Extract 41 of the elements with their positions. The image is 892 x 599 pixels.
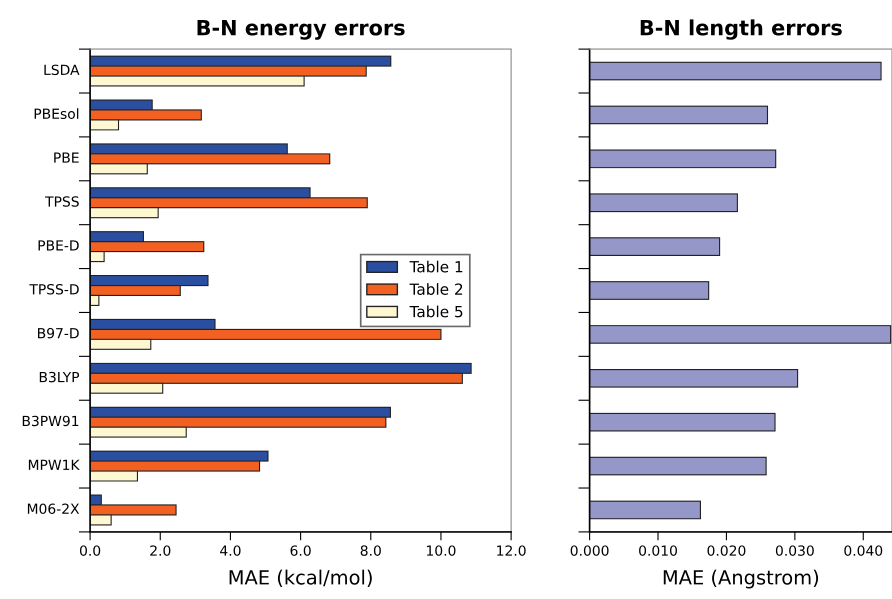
y-tick-label: MPW1K bbox=[28, 460, 80, 470]
chart-title: B-N energy errors bbox=[198, 20, 405, 40]
bar bbox=[590, 150, 776, 168]
x-tick-label: 0.0 bbox=[80, 545, 100, 556]
x-tick-label: 0.020 bbox=[707, 545, 746, 556]
x-tick-label: 6.0 bbox=[290, 545, 311, 556]
bar bbox=[590, 500, 701, 520]
x-axis-title: MAE (kcal/mol) bbox=[230, 570, 372, 587]
y-tick-label: PBE-D bbox=[38, 240, 79, 250]
legend-label: Table 5 bbox=[410, 306, 462, 318]
x-tick-label: 0.010 bbox=[639, 545, 677, 556]
x-tick-label: 12.0 bbox=[497, 545, 526, 556]
chart-title: B-N length errors bbox=[640, 19, 842, 40]
y-tick-label: LSDA bbox=[44, 64, 80, 76]
y-tick-label: B97-D bbox=[38, 328, 79, 338]
x-tick-label: 0.030 bbox=[776, 545, 814, 556]
y-tick-label: PBEsol bbox=[34, 108, 78, 119]
legend-label: Table 2 bbox=[410, 283, 462, 295]
y-tick-label: PBE bbox=[54, 152, 79, 163]
x-tick-label: 4.0 bbox=[220, 545, 241, 556]
y-tick-label: B3LYP bbox=[40, 372, 80, 382]
bar bbox=[590, 368, 798, 388]
bar bbox=[590, 281, 710, 300]
bar bbox=[590, 62, 882, 80]
bar bbox=[590, 237, 720, 256]
bar bbox=[590, 412, 776, 432]
x-tick-label: 10.0 bbox=[427, 545, 456, 556]
y-tick-label: B3PW91 bbox=[22, 416, 78, 426]
x-tick-label: 8.0 bbox=[360, 545, 381, 556]
y-tick-label: TPSS bbox=[45, 196, 79, 207]
bar bbox=[590, 325, 892, 344]
legend-label: Table 1 bbox=[410, 260, 462, 273]
bar bbox=[590, 456, 767, 476]
x-tick-label: 0.040 bbox=[844, 545, 882, 556]
y-tick-label: M06-2X bbox=[28, 503, 80, 514]
x-tick-label: 2.0 bbox=[150, 545, 170, 556]
bar bbox=[590, 193, 738, 212]
bar bbox=[590, 106, 768, 124]
x-tick-label: 0.000 bbox=[570, 545, 609, 556]
x-axis-title: MAE (Angstrom) bbox=[664, 570, 818, 588]
y-tick-label: TPSS-D bbox=[29, 284, 79, 295]
